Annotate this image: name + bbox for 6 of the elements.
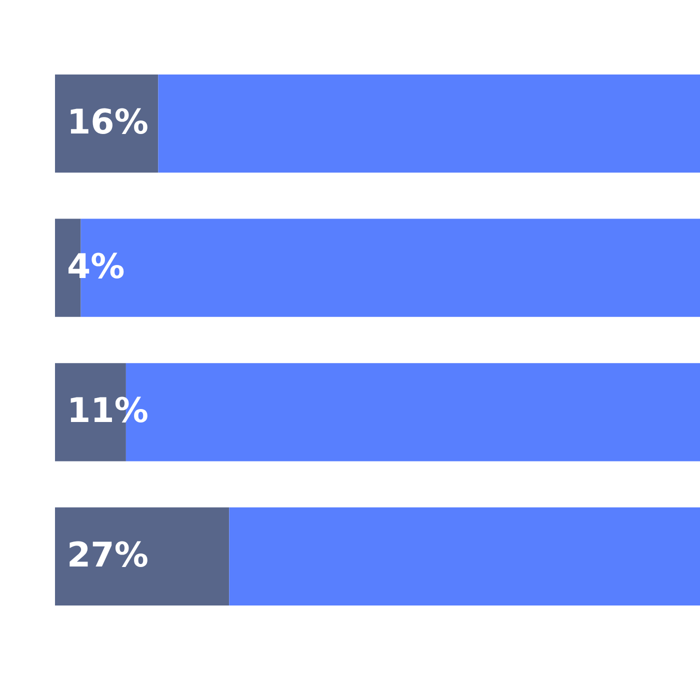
- bar: [55, 74, 158, 173]
- bar: [55, 507, 230, 606]
- data-label: 27%: [67, 535, 148, 576]
- data-label: 16%: [67, 102, 148, 143]
- bar: [158, 74, 700, 173]
- bar: [229, 507, 700, 606]
